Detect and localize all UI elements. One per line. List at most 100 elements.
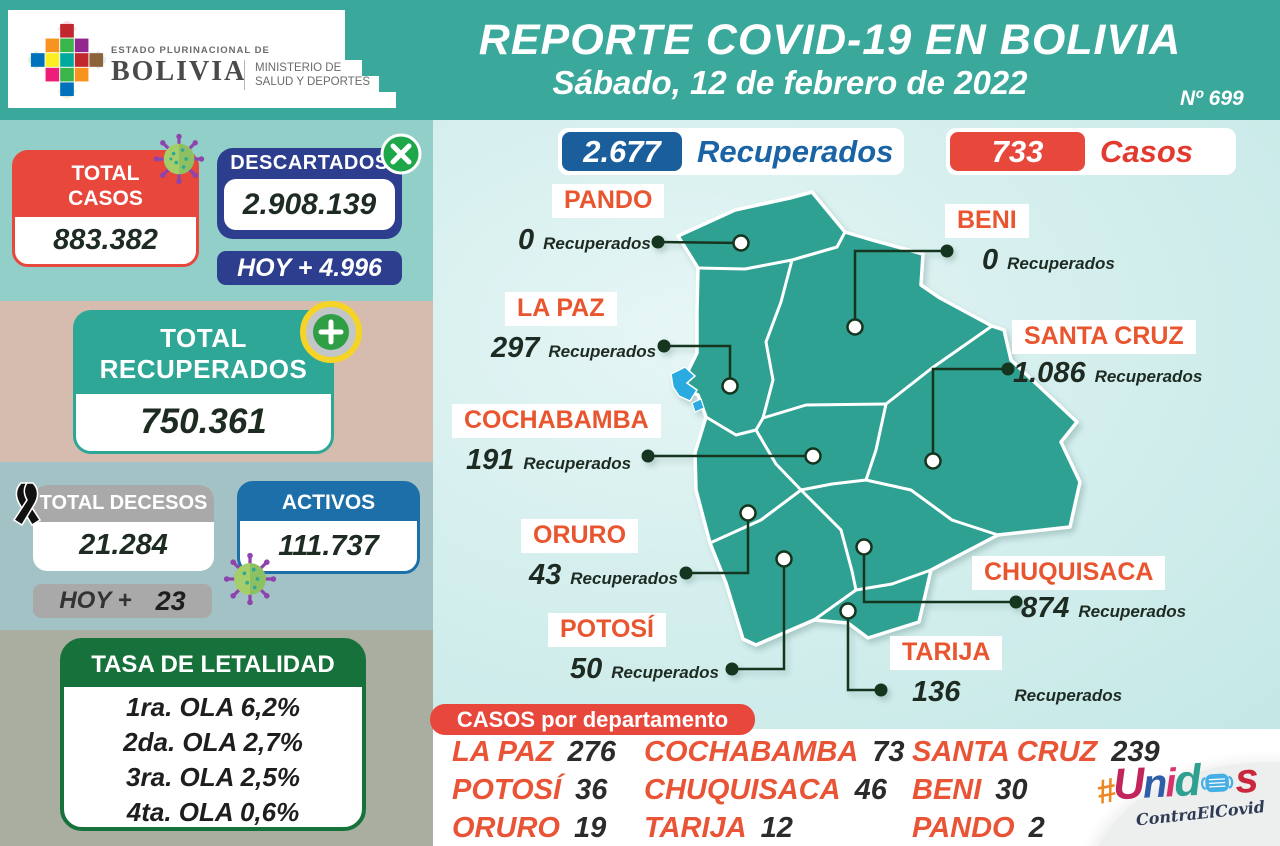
- dept-recovered-value: 136: [912, 676, 961, 708]
- total-recovered-title-2: RECUPERADOS: [99, 354, 308, 384]
- cases-by-department-list: LA PAZ 276 COCHABAMBA 73 SANTA CRUZ 239 …: [452, 736, 1172, 846]
- dept-recovered-unit: Recuperados: [1094, 367, 1203, 386]
- dept-recovered-value: 50: [570, 653, 603, 685]
- lethality-wave-3: 3ra. OLA 2,5%: [126, 762, 300, 792]
- cases-by-department-title: CASOS por departamento: [430, 704, 755, 735]
- dept-recovered-value: 191: [466, 444, 515, 476]
- dept-recovered-value: 43: [529, 559, 562, 591]
- letter-u: U: [1111, 758, 1145, 810]
- case-dept-name: PANDO: [912, 812, 1015, 844]
- case-dept-name: CHUQUISACA: [644, 774, 841, 806]
- daily-cases-label: Casos: [1100, 133, 1194, 169]
- plus-icon: [300, 301, 362, 363]
- label-end-dots: [641, 235, 1023, 697]
- dept-recovered-unit: Recuperados: [1078, 602, 1187, 621]
- case-item-potosi: POTOSÍ 36: [452, 774, 644, 812]
- active-cases-title: ACTIVOS: [240, 484, 417, 521]
- unidos-contra-el-covid-logo: #Unid s ContraElCovid: [1093, 751, 1280, 830]
- lethality-rate-card: TASA DE LETALIDAD 1ra. OLA 6,2% 2da. OLA…: [60, 638, 366, 831]
- map-label-chuquisaca: CHUQUISACA 874 Recuperados: [972, 556, 1186, 625]
- case-dept-name: BENI: [912, 774, 982, 806]
- case-dept-name: LA PAZ: [452, 736, 554, 768]
- total-deaths-card: TOTAL DECESOS 21.284: [33, 485, 214, 571]
- case-dept-value: 276: [567, 736, 616, 768]
- active-cases-value: 111.737: [278, 530, 379, 562]
- report-number: Nº 699: [1180, 87, 1244, 110]
- map-label-oruro: ORURO 43 Recuperados: [521, 519, 678, 592]
- dept-name-chip: TARIJA: [890, 636, 1003, 670]
- lethality-wave-1: 1ra. OLA 6,2%: [126, 692, 300, 722]
- case-dept-name: SANTA CRUZ: [912, 736, 1098, 768]
- total-recovered-title-1: TOTAL: [160, 323, 247, 353]
- total-deaths-title: TOTAL DECESOS: [33, 485, 214, 522]
- case-dept-value: 239: [1111, 736, 1160, 768]
- case-dept-name: COCHABAMBA: [644, 736, 859, 768]
- deaths-today-label: HOY +: [59, 587, 132, 614]
- dept-recovered-value: 297: [491, 332, 540, 364]
- case-dept-value: 36: [575, 774, 608, 806]
- logo-divider: [244, 60, 245, 90]
- case-item-beni: BENI 30: [912, 774, 1157, 812]
- logo-estado-text: ESTADO PLURINACIONAL DE: [111, 45, 270, 56]
- dept-name-chip: LA PAZ: [505, 292, 617, 326]
- map-label-cochabamba: COCHABAMBA 191 Recuperados: [452, 404, 661, 477]
- daily-recovered-value: 2.677: [562, 132, 682, 171]
- case-dept-value: 12: [760, 812, 793, 844]
- dept-recovered-unit: Recuperados: [1014, 686, 1123, 705]
- daily-recovered-badge: 2.677 Recuperados: [558, 128, 904, 175]
- bolivia-map: [641, 190, 1082, 697]
- dept-name-chip: COCHABAMBA: [452, 404, 661, 438]
- dept-recovered-unit: Recuperados: [523, 454, 632, 473]
- ministry-line-1: MINISTERIO DE: [255, 62, 342, 74]
- discarded-card: DESCARTADOS 2.908.139: [217, 148, 402, 239]
- mourning-ribbon-icon: [12, 482, 42, 527]
- active-cases-card: ACTIVOS 111.737: [237, 481, 420, 574]
- letter-s: s: [1233, 753, 1258, 802]
- total-recovered-value: 750.361: [140, 402, 267, 441]
- deaths-today-value: 23: [155, 585, 186, 616]
- leader-lines: [648, 240, 1016, 692]
- letter-n: n: [1141, 761, 1167, 807]
- total-recovered-header: TOTAL RECUPERADOS: [76, 313, 331, 394]
- ministry-line-2: SALUD Y DEPORTES: [255, 76, 371, 88]
- lethality-rate-title: TASA DE LETALIDAD: [64, 642, 362, 687]
- total-deaths-value: 21.284: [79, 529, 168, 561]
- case-dept-value: 19: [573, 812, 607, 844]
- dept-recovered-unit: Recuperados: [1007, 254, 1115, 273]
- dept-recovered-unit: Recuperados: [611, 663, 719, 682]
- map-label-potosi: POTOSÍ 50 Recuperados: [548, 613, 719, 686]
- dept-name-chip: SANTA CRUZ: [1012, 320, 1196, 354]
- case-item-cochabamba: COCHABAMBA 73: [644, 736, 912, 774]
- case-dept-name: POTOSÍ: [452, 774, 562, 806]
- case-item-santa-cruz: SANTA CRUZ 239: [912, 736, 1160, 774]
- case-item-chuquisaca: CHUQUISACA 46: [644, 774, 912, 812]
- total-cases-title-2: CASOS: [68, 187, 143, 210]
- lethality-wave-4: 4ta. OLA 0,6%: [126, 797, 300, 827]
- discarded-x-icon: [380, 133, 422, 175]
- dept-name-chip: ORURO: [521, 519, 639, 553]
- dept-name-chip: CHUQUISACA: [972, 556, 1166, 590]
- lake-titicaca: [670, 366, 705, 413]
- report-date: Sábado, 12 de febrero de 2022: [552, 64, 1028, 101]
- dept-recovered-value: 0: [982, 244, 999, 276]
- lethality-wave-2: 2da. OLA 2,7%: [123, 727, 303, 757]
- discarded-value: 2.908.139: [242, 188, 377, 221]
- virus-icon: [223, 552, 277, 606]
- case-item-tarija: TARIJA 12: [644, 812, 912, 846]
- dept-name-chip: PANDO: [552, 184, 665, 218]
- dept-name-chip: POTOSÍ: [548, 613, 667, 647]
- dept-recovered-unit: Recuperados: [570, 569, 678, 588]
- logo-ministry-text: MINISTERIO DE SALUD Y DEPORTES: [255, 61, 370, 89]
- logo-bolivia-text: BOLIVIA: [111, 56, 247, 87]
- map-label-la-paz: LA PAZ 297 Recuperados: [491, 292, 656, 365]
- total-cases-title-1: TOTAL: [71, 162, 140, 185]
- dept-recovered-value: 1.086: [1013, 357, 1086, 389]
- total-recovered-card: TOTAL RECUPERADOS 750.361: [73, 310, 334, 454]
- header-bar: ESTADO PLURINACIONAL DE BOLIVIA MINISTER…: [0, 0, 1280, 122]
- case-dept-value: 2: [1028, 812, 1045, 844]
- deaths-today-box: HOY + 23: [33, 584, 212, 618]
- map-label-beni: BENI 0 Recuperados: [945, 204, 1115, 277]
- case-item-la-paz: LA PAZ 276: [452, 736, 644, 774]
- dept-recovered-unit: Recuperados: [543, 234, 651, 253]
